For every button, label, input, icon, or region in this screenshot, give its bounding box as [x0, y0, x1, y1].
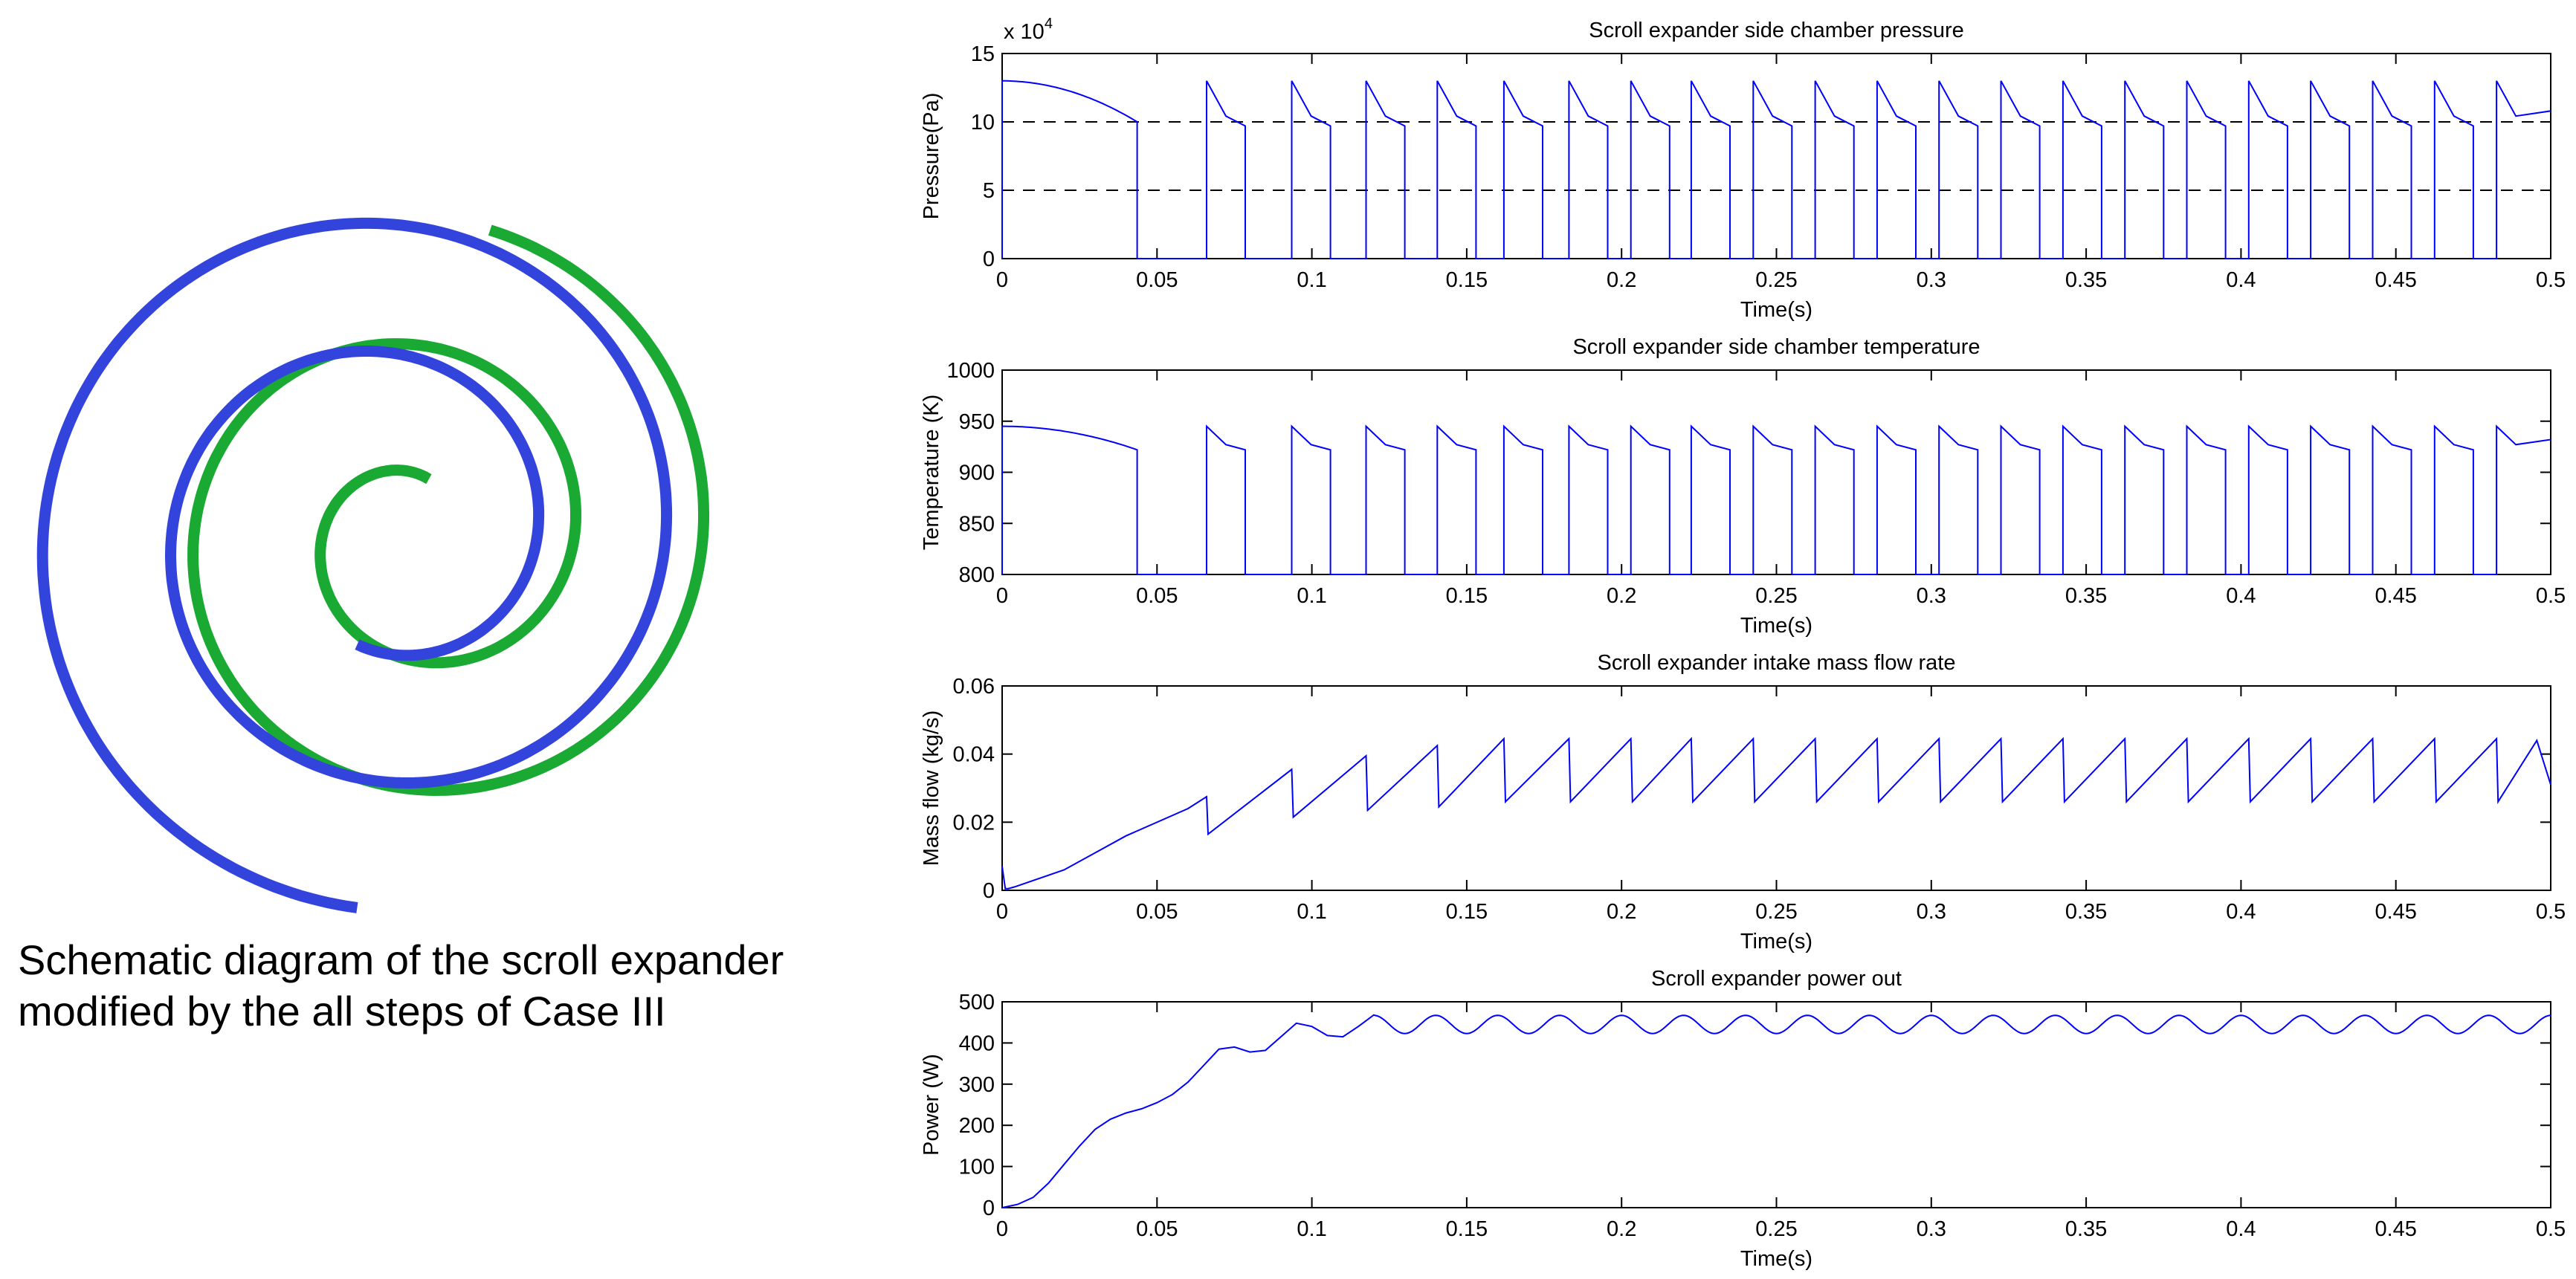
- data-series-line: [1001, 80, 2551, 259]
- x-tick-label: 0: [996, 268, 1008, 292]
- chart-2: Scroll expander side chamber temperature…: [920, 335, 2566, 638]
- x-tick-label: 0.05: [1136, 584, 1178, 608]
- y-tick-label: 300: [959, 1073, 995, 1097]
- x-tick-label: 0.2: [1607, 584, 1636, 608]
- x-tick-label: 0: [996, 1217, 1008, 1241]
- x-tick-label: 0.45: [2375, 1217, 2416, 1241]
- exponent-power: 4: [1045, 16, 1053, 32]
- x-tick-label: 0.3: [1917, 584, 1946, 608]
- exponent-base: x 10: [1004, 20, 1045, 44]
- scroll-expander-diagram: [36, 217, 709, 913]
- chart-title: Scroll expander intake mass flow rate: [1598, 651, 1956, 675]
- x-tick-label: 0.15: [1446, 900, 1488, 924]
- x-tick-label: 0.15: [1446, 584, 1488, 608]
- y-tick-label: 0: [983, 1197, 995, 1220]
- y-tick-label: 900: [959, 462, 995, 485]
- scroll-wrap-green: [187, 224, 709, 797]
- data-series-line: [1001, 736, 2551, 890]
- x-axis-label: Time(s): [1740, 930, 1812, 953]
- diagram-caption: Schematic diagram of the scroll expander…: [18, 935, 784, 1037]
- x-tick-label: 0.35: [2065, 584, 2107, 608]
- chart-title: Scroll expander side chamber temperature: [1572, 335, 1980, 359]
- x-tick-label: 0.2: [1607, 268, 1636, 292]
- y-tick-label: 800: [959, 563, 995, 587]
- x-tick-label: 0.4: [2226, 900, 2256, 924]
- y-axis-label: Temperature (K): [920, 395, 943, 551]
- x-tick-label: 0: [996, 584, 1008, 608]
- chart-3: Scroll expander intake mass flow rate Tim…: [920, 651, 2566, 953]
- y-axis-label: Mass flow (kg/s): [920, 710, 943, 866]
- x-tick-label: 0.05: [1136, 1217, 1178, 1241]
- x-tick-label: 0.1: [1297, 268, 1326, 292]
- x-tick-label: 0.15: [1446, 1217, 1488, 1241]
- x-tick-label: 0: [996, 900, 1008, 924]
- x-tick-label: 0.05: [1136, 268, 1178, 292]
- y-tick-label: 15: [971, 42, 995, 66]
- x-tick-label: 0.5: [2536, 584, 2566, 608]
- y-tick-label: 500: [959, 991, 995, 1014]
- x-tick-label: 0.5: [2536, 900, 2566, 924]
- x-tick-label: 0.2: [1607, 1217, 1636, 1241]
- x-tick-label: 0.1: [1297, 584, 1326, 608]
- chart-4: Scroll expander power out Time(s) Power (W…: [920, 967, 2566, 1271]
- caption-line-2: modified by the all steps of Case III: [18, 987, 666, 1034]
- chart-title: Scroll expander side chamber pressure: [1589, 19, 1964, 42]
- axes-frame: [1001, 685, 2551, 891]
- x-tick-label: 0.15: [1446, 268, 1488, 292]
- x-tick-label: 0.35: [2065, 268, 2107, 292]
- axes-frame: [1001, 369, 2551, 575]
- y-axis-label: Power (W): [920, 1054, 943, 1156]
- x-tick-label: 0.3: [1917, 268, 1946, 292]
- x-tick-label: 0.45: [2375, 268, 2416, 292]
- chart-title: Scroll expander power out: [1651, 967, 1902, 991]
- y-tick-label: 10: [971, 111, 995, 135]
- y-tick-label: 100: [959, 1156, 995, 1179]
- x-tick-label: 0.4: [2226, 1217, 2256, 1241]
- x-tick-label: 0.3: [1917, 900, 1946, 924]
- x-tick-label: 0.4: [2226, 584, 2256, 608]
- x-tick-label: 0.35: [2065, 1217, 2107, 1241]
- scroll-wrap-blue: [36, 217, 673, 913]
- y-tick-label: 0.02: [953, 811, 995, 835]
- x-tick-label: 0.45: [2375, 584, 2416, 608]
- x-axis-label: Time(s): [1740, 614, 1812, 638]
- y-tick-label: 850: [959, 512, 995, 536]
- y-tick-label: 0.04: [953, 743, 995, 767]
- y-tick-label: 400: [959, 1032, 995, 1055]
- y-tick-label: 1000: [946, 359, 995, 383]
- x-tick-label: 0.25: [1755, 584, 1797, 608]
- chart-1: Scroll expander side chamber pressure Tim…: [920, 16, 2566, 322]
- y-tick-label: 200: [959, 1114, 995, 1138]
- y-tick-label: 0.06: [953, 675, 995, 699]
- x-tick-label: 0.25: [1755, 268, 1797, 292]
- x-tick-label: 0.1: [1297, 900, 1326, 924]
- x-tick-label: 0.2: [1607, 900, 1636, 924]
- x-tick-label: 0.05: [1136, 900, 1178, 924]
- x-tick-label: 0.1: [1297, 1217, 1326, 1241]
- x-axis-label: Time(s): [1740, 298, 1812, 322]
- x-tick-label: 0.25: [1755, 900, 1797, 924]
- data-series-line: [1001, 1014, 2551, 1208]
- y-tick-label: 0: [983, 247, 995, 271]
- y-tick-label: 5: [983, 179, 995, 203]
- y-exponent-label: x 104: [1004, 16, 1053, 44]
- y-tick-label: 950: [959, 410, 995, 434]
- caption-line-1: Schematic diagram of the scroll expander: [18, 936, 784, 983]
- x-tick-label: 0.5: [2536, 1217, 2566, 1241]
- x-tick-label: 0.3: [1917, 1217, 1946, 1241]
- x-tick-label: 0.5: [2536, 268, 2566, 292]
- axes-frame: [1001, 53, 2551, 259]
- data-series-line: [1001, 424, 2551, 575]
- y-axis-label: Pressure(Pa): [920, 93, 943, 220]
- x-tick-label: 0.25: [1755, 1217, 1797, 1241]
- x-tick-label: 0.35: [2065, 900, 2107, 924]
- y-tick-label: 0: [983, 879, 995, 903]
- x-axis-label: Time(s): [1740, 1247, 1812, 1271]
- x-tick-label: 0.4: [2226, 268, 2256, 292]
- x-tick-label: 0.45: [2375, 900, 2416, 924]
- axes-frame: [1001, 1001, 2551, 1208]
